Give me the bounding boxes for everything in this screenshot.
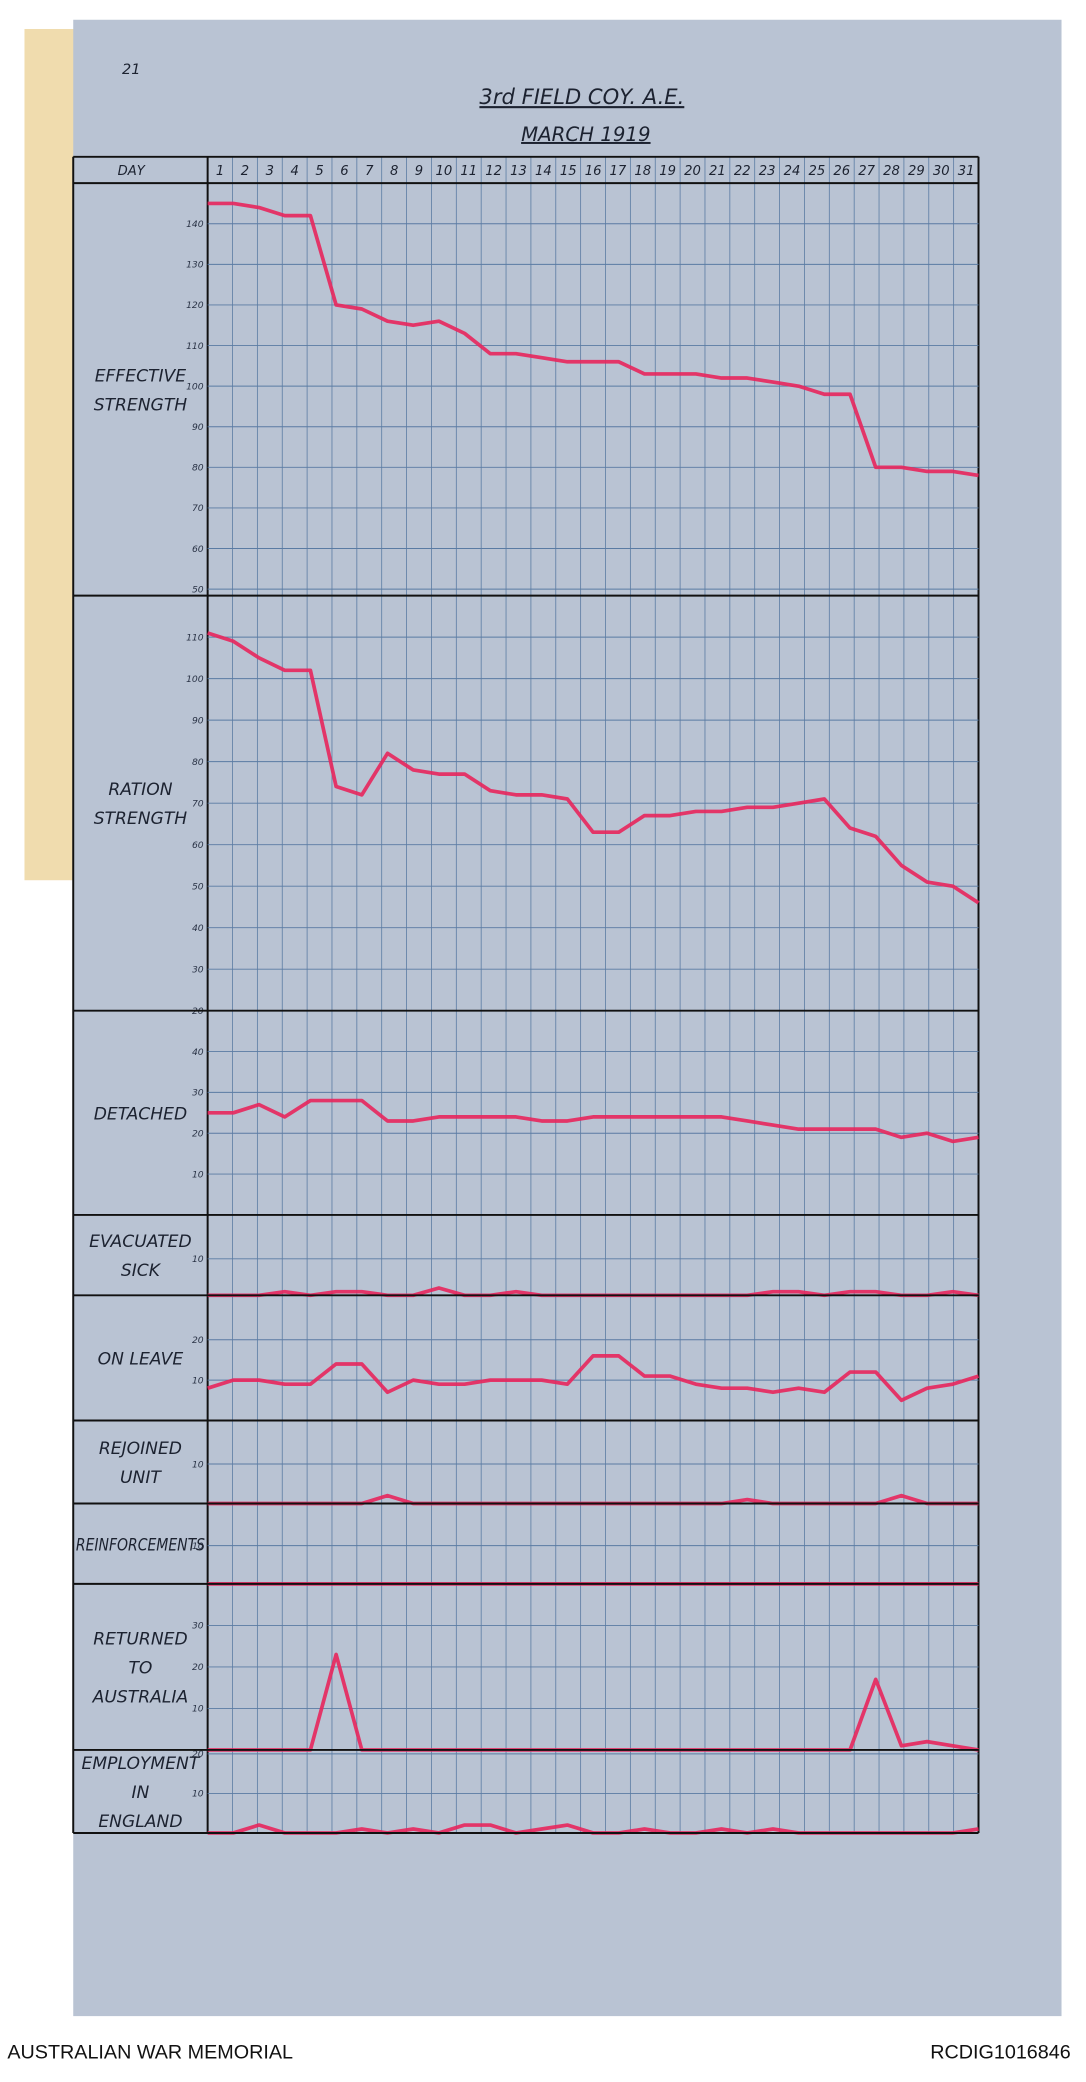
y-tick-label: 10 [192, 1254, 204, 1265]
title: 3rd FIELD COY. A.E. [479, 84, 684, 109]
panel-label: STRENGTH [94, 809, 188, 829]
y-tick-label: 40 [192, 923, 204, 934]
y-tick-label: 80 [192, 757, 204, 768]
day-label: 8 [390, 164, 398, 179]
day-label: 20 [684, 164, 701, 179]
y-tick-label: 70 [192, 503, 204, 514]
panel-label: UNIT [120, 1468, 162, 1488]
y-tick-label: 50 [192, 881, 204, 892]
footer-left: AUSTRALIAN WAR MEMORIAL [7, 2041, 293, 2063]
day-label: 11 [460, 164, 477, 179]
y-tick-label: 10 [192, 1375, 204, 1386]
y-tick-label: 40 [192, 1047, 204, 1058]
day-label: 14 [535, 164, 552, 179]
day-label: 21 [709, 164, 726, 179]
y-tick-label: 10 [192, 1541, 204, 1552]
y-tick-label: 90 [192, 715, 204, 726]
day-label: 3 [266, 164, 274, 179]
y-tick-label: 10 [192, 1704, 204, 1715]
panel-label: REINFORCEMENTS [76, 1535, 205, 1555]
day-label: 16 [585, 164, 602, 179]
day-label: 18 [634, 164, 651, 179]
day-label: 25 [808, 164, 825, 179]
y-tick-label: 60 [192, 544, 204, 555]
y-tick-label: 80 [192, 463, 204, 474]
panel-label: EMPLOYMENT [82, 1754, 201, 1774]
series-line [207, 1098, 979, 1144]
panel-label: TO [128, 1659, 152, 1679]
day-label: 2 [241, 164, 249, 179]
series-line [207, 631, 980, 905]
panel-label: RETURNED [93, 1630, 187, 1650]
footer-right: RCDIG1016846 [930, 2041, 1071, 2063]
day-label: 29 [908, 164, 925, 179]
y-tick-label: 10 [192, 1459, 204, 1470]
y-tick-label: 20 [192, 1129, 204, 1140]
day-label: 13 [510, 164, 527, 179]
day-label: 7 [365, 164, 374, 179]
y-tick-label: 10 [192, 1169, 204, 1180]
day-label: 1 [216, 164, 224, 179]
day-label: 4 [290, 164, 298, 179]
day-label: 15 [560, 164, 577, 179]
day-label: 22 [734, 164, 751, 179]
y-tick-label: 30 [192, 1088, 204, 1099]
day-label: 24 [784, 164, 801, 179]
day-label: 31 [958, 164, 975, 179]
day-label: 17 [610, 164, 627, 179]
y-tick-label: 20 [192, 1749, 204, 1760]
subtitle: MARCH 1919 [521, 123, 650, 146]
y-tick-label: 140 [186, 219, 204, 230]
day-label: 19 [659, 164, 676, 179]
day-label: 9 [415, 164, 423, 179]
panel-label: RATION [108, 780, 172, 800]
y-tick-label: 130 [186, 260, 204, 271]
day-label: 5 [315, 164, 323, 179]
panel-label: DETACHED [94, 1104, 187, 1124]
y-tick-label: 100 [186, 381, 204, 392]
panel-label: ENGLAND [98, 1812, 182, 1832]
panel-label: EFFECTIVE [95, 366, 187, 386]
y-tick-label: 60 [192, 840, 204, 851]
y-tick-label: 30 [192, 964, 204, 975]
y-tick-label: 90 [192, 422, 204, 433]
page-number: 21 [122, 62, 140, 78]
panel-label: REJOINED [99, 1439, 182, 1459]
day-label: 10 [435, 164, 452, 179]
panel-label: EVACUATED [89, 1232, 192, 1252]
y-tick-label: 50 [192, 584, 204, 595]
y-tick-label: 20 [192, 1335, 204, 1346]
panel-label: SICK [121, 1261, 162, 1281]
day-label: 27 [858, 164, 875, 179]
panel-label: IN [131, 1783, 149, 1803]
series-line [207, 201, 979, 478]
panel-label: ON LEAVE [98, 1350, 184, 1370]
y-tick-label: 120 [186, 300, 204, 311]
day-label: 26 [833, 164, 850, 179]
day-label: 23 [759, 164, 776, 179]
paper-strip [24, 28, 80, 881]
day-label: 6 [340, 164, 348, 179]
day-label: 12 [485, 164, 502, 179]
panel-label: AUSTRALIA [92, 1687, 189, 1707]
day-label: 30 [933, 164, 950, 179]
y-tick-label: 70 [192, 798, 204, 809]
series-line [207, 1354, 980, 1403]
y-tick-label: 30 [192, 1621, 204, 1632]
day-label: 28 [883, 164, 900, 179]
paper [73, 19, 1062, 2017]
y-tick-label: 110 [186, 341, 204, 352]
y-tick-label: 110 [186, 632, 204, 643]
day-header-label: DAY [118, 164, 146, 179]
panel-label: STRENGTH [94, 395, 188, 415]
y-tick-label: 100 [186, 674, 204, 685]
y-tick-label: 10 [192, 1789, 204, 1800]
y-tick-label: 20 [192, 1662, 204, 1673]
